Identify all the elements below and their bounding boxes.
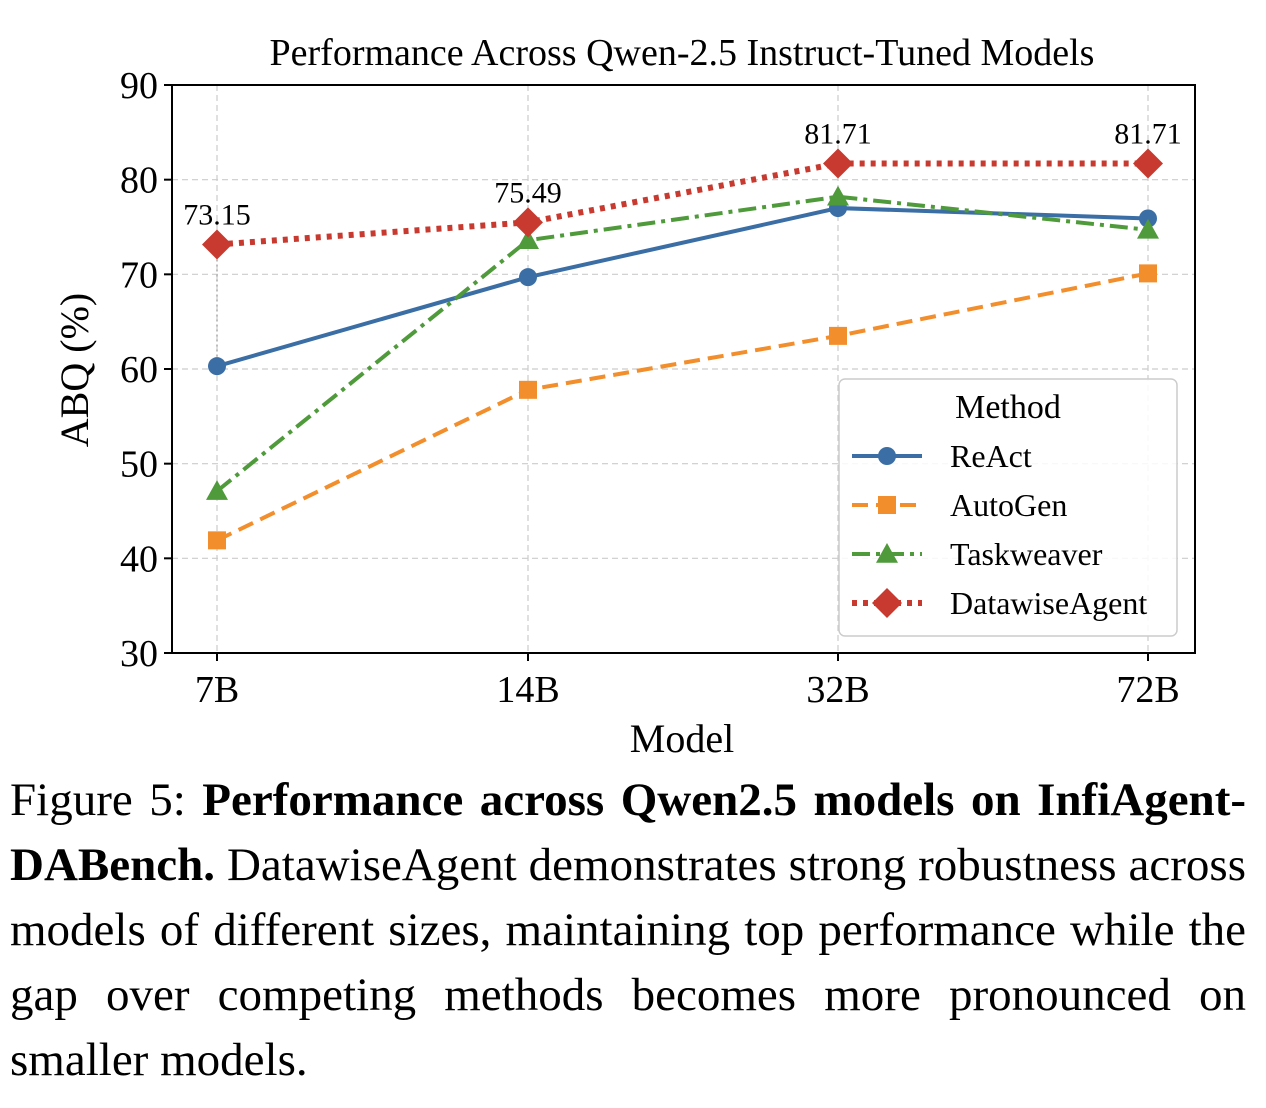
y-tick-label: 30 (120, 633, 158, 675)
data-point-autogen (829, 326, 847, 345)
data-point-datawiseagent (823, 148, 853, 179)
data-point-taskweaver (517, 229, 539, 250)
figure-label: Figure 5: (10, 774, 186, 826)
chart-title: Performance Across Qwen-2.5 Instruct-Tun… (270, 32, 1095, 74)
figure-caption: Figure 5: Performance across Qwen2.5 mod… (10, 768, 1246, 1093)
data-label: 81.71 (804, 117, 872, 150)
chart: Performance Across Qwen-2.5 Instruct-Tun… (52, 32, 1196, 760)
data-point-taskweaver (1137, 218, 1159, 239)
x-tick-label: 72B (1116, 669, 1179, 711)
legend-label: Taskweaver (950, 536, 1103, 572)
y-tick-label: 50 (120, 444, 158, 486)
y-axis-label: ABQ (%) (52, 293, 97, 447)
data-point-datawiseagent (202, 229, 232, 260)
series-line-react (216, 206, 1149, 369)
data-point-autogen (208, 531, 226, 550)
caption-body: DatawiseAgent demonstrates strong robust… (10, 839, 1247, 1086)
x-axis-label: Model (630, 716, 734, 760)
series-line-taskweaver (215, 194, 1149, 493)
legend-label: AutoGen (950, 487, 1067, 523)
legend-label: ReAct (950, 438, 1032, 474)
data-label: 81.71 (1114, 117, 1182, 150)
legend-marker-datawiseagent (872, 588, 902, 618)
data-point-taskweaver (206, 480, 228, 500)
data-point-taskweaver (827, 185, 849, 206)
legend-label: DatawiseAgent (950, 585, 1147, 621)
data-point-autogen (1139, 264, 1157, 283)
legend-title: Method (955, 389, 1061, 426)
data-point-react (1139, 209, 1157, 228)
caption-bold: Performance across Qwen2.5 models on Inf… (10, 774, 1247, 891)
y-tick-label: 90 (120, 65, 158, 107)
data-point-autogen (519, 380, 537, 399)
data-point-datawiseagent (513, 207, 543, 238)
data-point-react (208, 357, 226, 376)
data-label: 75.49 (494, 176, 562, 209)
data-point-react (519, 268, 537, 287)
legend-box (838, 378, 1178, 637)
x-tick-label: 32B (806, 669, 869, 711)
series-line-datawiseagent (216, 160, 1148, 248)
y-tick-label: 80 (120, 160, 158, 202)
legend-marker-autogen (878, 496, 896, 514)
y-tick-label: 40 (120, 538, 158, 580)
y-tick-label: 70 (120, 254, 158, 296)
data-label: 73.15 (183, 199, 251, 232)
y-tick-label: 60 (120, 349, 158, 391)
legend-marker-taskweaver (876, 543, 898, 563)
legend-marker-react (878, 447, 896, 465)
x-tick-label: 7B (195, 669, 239, 711)
series-line-autogen (216, 271, 1149, 543)
data-point-datawiseagent (1133, 148, 1163, 179)
x-tick-label: 14B (496, 669, 559, 711)
